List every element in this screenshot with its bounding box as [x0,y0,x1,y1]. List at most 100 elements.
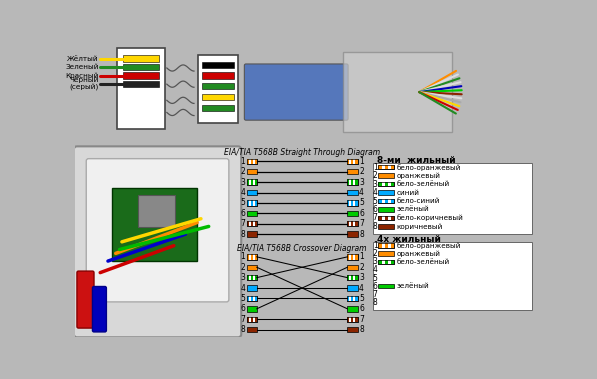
FancyBboxPatch shape [391,182,394,186]
Text: Красный: Красный [65,72,99,79]
FancyBboxPatch shape [251,180,253,185]
FancyBboxPatch shape [352,316,353,322]
Text: 7: 7 [359,219,364,228]
FancyBboxPatch shape [391,260,394,264]
FancyBboxPatch shape [387,199,391,203]
FancyBboxPatch shape [378,284,394,288]
FancyBboxPatch shape [384,216,387,220]
Text: 4: 4 [373,188,378,197]
Text: EIA/TIA T568B Crossover Diagram: EIA/TIA T568B Crossover Diagram [238,244,367,253]
Text: 2: 2 [359,263,364,272]
FancyBboxPatch shape [251,275,253,280]
FancyBboxPatch shape [349,296,352,301]
FancyBboxPatch shape [249,254,251,260]
FancyBboxPatch shape [253,159,255,164]
FancyBboxPatch shape [247,180,257,185]
FancyBboxPatch shape [347,285,358,291]
FancyBboxPatch shape [247,159,249,164]
FancyBboxPatch shape [347,180,349,185]
Text: 1: 1 [359,252,364,262]
FancyBboxPatch shape [378,260,394,264]
FancyBboxPatch shape [384,199,387,203]
Text: 8: 8 [359,325,364,334]
FancyBboxPatch shape [378,173,394,178]
FancyBboxPatch shape [347,232,358,237]
FancyBboxPatch shape [249,200,251,206]
Text: зелёный: зелёный [396,283,429,289]
FancyBboxPatch shape [387,182,391,186]
Text: 6: 6 [373,205,378,214]
FancyBboxPatch shape [381,216,384,220]
FancyBboxPatch shape [378,260,381,264]
FancyBboxPatch shape [352,254,353,260]
Text: 6: 6 [359,209,364,218]
FancyBboxPatch shape [391,243,394,248]
FancyBboxPatch shape [202,105,234,111]
FancyBboxPatch shape [255,275,257,280]
FancyBboxPatch shape [378,190,394,195]
FancyBboxPatch shape [347,275,349,280]
FancyBboxPatch shape [355,180,358,185]
FancyBboxPatch shape [347,200,358,206]
FancyBboxPatch shape [255,296,257,301]
FancyBboxPatch shape [253,316,255,322]
Text: 3: 3 [373,257,378,266]
Text: 5: 5 [359,294,364,303]
FancyBboxPatch shape [251,316,253,322]
Text: бело-зелёный: бело-зелёный [396,259,450,265]
Text: 7: 7 [240,315,245,324]
FancyBboxPatch shape [249,180,251,185]
FancyBboxPatch shape [378,182,381,186]
FancyBboxPatch shape [255,180,257,185]
Text: 6: 6 [240,209,245,218]
Text: 6: 6 [359,304,364,313]
Text: 4: 4 [240,188,245,197]
FancyBboxPatch shape [353,200,355,206]
FancyBboxPatch shape [384,182,387,186]
Text: 4: 4 [373,265,378,274]
FancyBboxPatch shape [347,190,358,195]
FancyBboxPatch shape [202,94,234,100]
FancyBboxPatch shape [255,159,257,164]
FancyBboxPatch shape [255,221,257,226]
Text: 3: 3 [240,178,245,186]
FancyBboxPatch shape [253,296,255,301]
FancyBboxPatch shape [373,242,532,310]
Text: 5: 5 [240,294,245,303]
FancyBboxPatch shape [349,254,352,260]
FancyBboxPatch shape [247,296,249,301]
Text: 8: 8 [373,222,378,231]
Text: EIA/TIA T568B Straight Through Diagram: EIA/TIA T568B Straight Through Diagram [224,148,380,157]
FancyBboxPatch shape [381,260,384,264]
FancyBboxPatch shape [251,296,253,301]
Text: 2: 2 [241,167,245,176]
FancyBboxPatch shape [347,254,358,260]
FancyBboxPatch shape [77,271,94,328]
FancyBboxPatch shape [353,275,355,280]
FancyBboxPatch shape [378,251,394,256]
FancyBboxPatch shape [247,200,249,206]
FancyBboxPatch shape [247,221,249,226]
Text: 2: 2 [373,171,378,180]
Text: 3: 3 [359,273,364,282]
FancyBboxPatch shape [381,165,384,169]
FancyBboxPatch shape [391,199,394,203]
Text: 7: 7 [373,213,378,222]
FancyBboxPatch shape [391,216,394,220]
FancyBboxPatch shape [117,48,165,128]
FancyBboxPatch shape [251,159,253,164]
FancyBboxPatch shape [352,221,353,226]
FancyBboxPatch shape [378,165,381,169]
FancyBboxPatch shape [349,200,352,206]
FancyBboxPatch shape [378,199,394,203]
FancyBboxPatch shape [249,159,251,164]
FancyBboxPatch shape [347,306,358,312]
FancyBboxPatch shape [202,62,234,68]
Text: 5: 5 [373,274,378,282]
FancyBboxPatch shape [349,275,352,280]
FancyBboxPatch shape [247,316,257,322]
Text: синий: синий [396,190,419,196]
FancyBboxPatch shape [347,200,349,206]
FancyBboxPatch shape [255,316,257,322]
FancyBboxPatch shape [347,221,349,226]
